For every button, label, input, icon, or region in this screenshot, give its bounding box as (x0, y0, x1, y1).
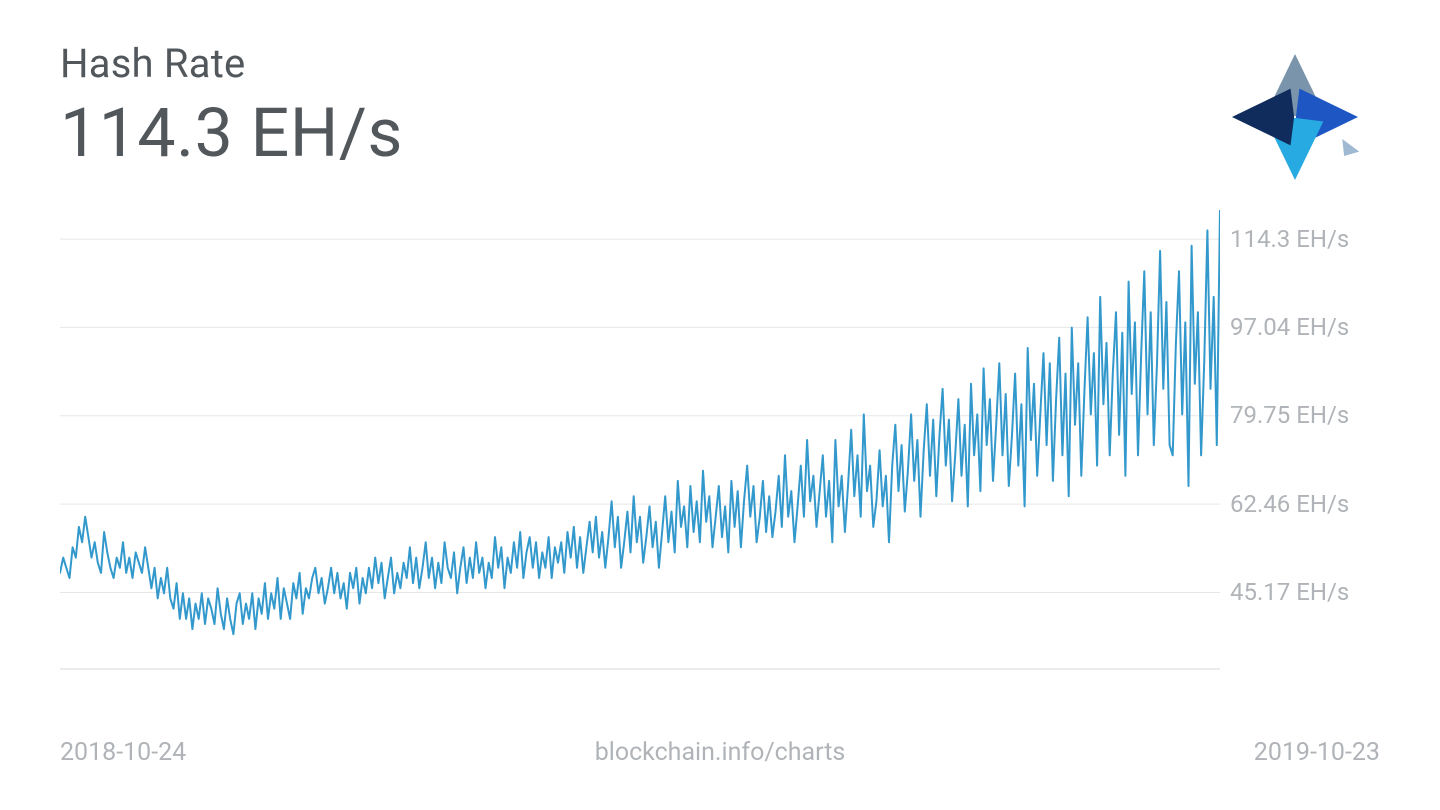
chart-area: 114.3 EH/s 97.04 EH/s 79.75 EH/s 62.46 EH/s… (60, 210, 1380, 670)
y-axis-labels: 114.3 EH/s 97.04 EH/s 79.75 EH/s 62.46 EH/s… (1230, 210, 1380, 670)
header: Hash Rate 114.3 EH/s (60, 40, 1380, 173)
x-axis-start-label: 2018-10-24 (60, 738, 186, 767)
line-chart (60, 210, 1220, 670)
chart-card: Hash Rate 114.3 EH/s 114.3 EH/s 97.04 EH/… (0, 0, 1440, 810)
source-label: blockchain.info/charts (595, 738, 846, 767)
y-tick-label: 114.3 EH/s (1230, 225, 1349, 253)
blockchain-logo-icon (1220, 42, 1370, 192)
footer: 2018-10-24 blockchain.info/charts 2019-1… (60, 738, 1380, 770)
y-tick-label: 45.17 EH/s (1230, 578, 1349, 606)
chart-current-value: 114.3 EH/s (60, 93, 1380, 173)
y-tick-label: 79.75 EH/s (1230, 401, 1349, 429)
y-tick-label: 97.04 EH/s (1230, 313, 1349, 341)
x-axis-end-label: 2019-10-23 (1254, 738, 1380, 767)
y-tick-label: 62.46 EH/s (1230, 490, 1349, 518)
chart-title: Hash Rate (60, 40, 1380, 87)
